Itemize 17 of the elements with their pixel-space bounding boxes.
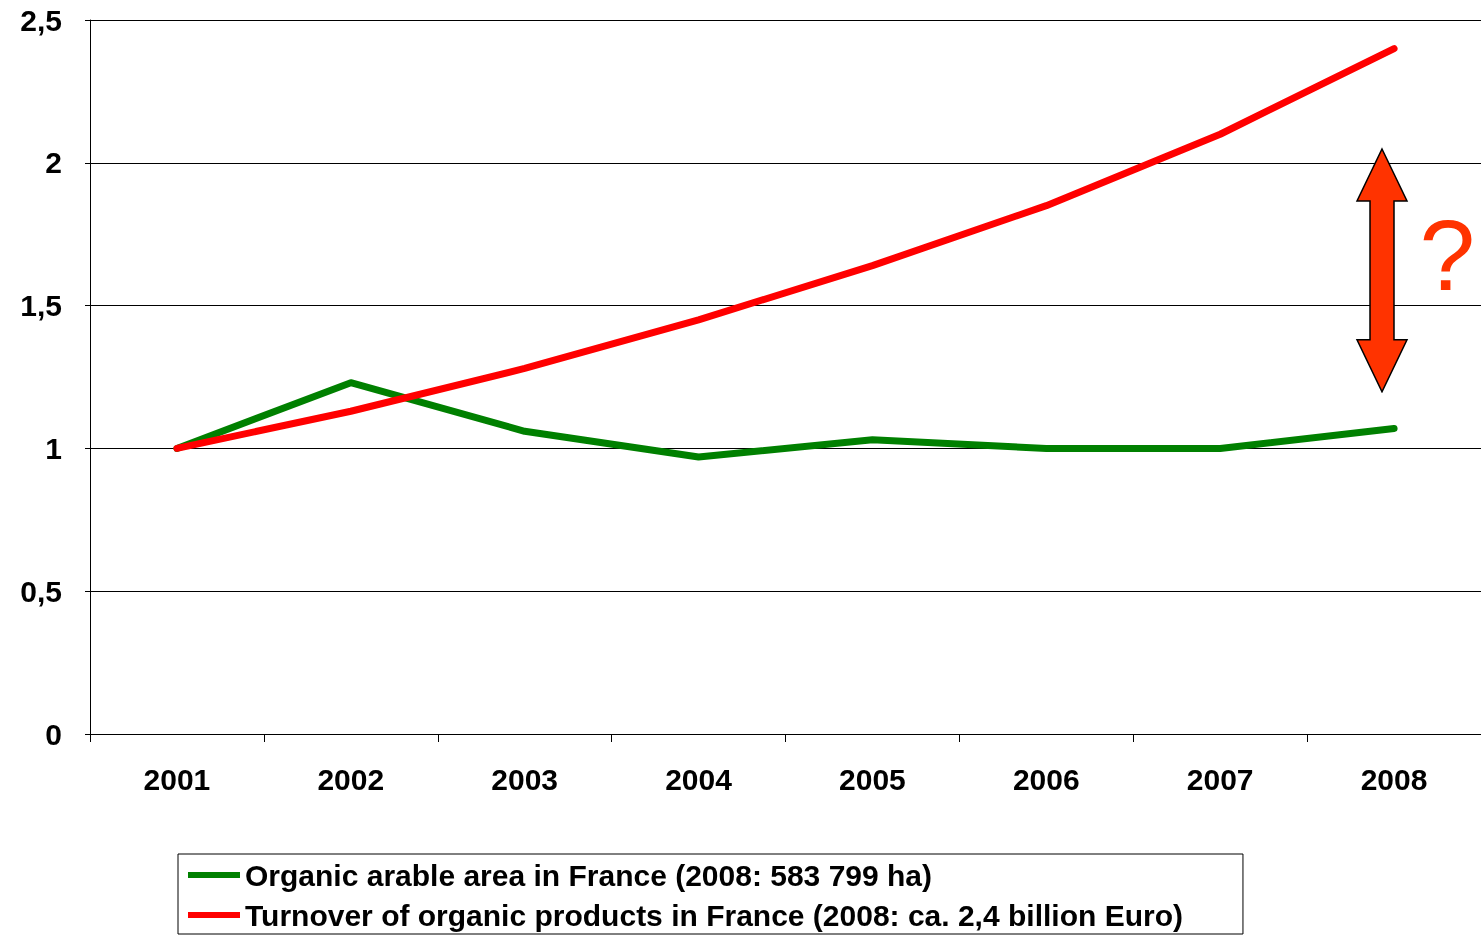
x-tick-label: 2004 [665, 762, 733, 796]
annotation: ? [1419, 199, 1476, 311]
legend-label: Organic arable area in France (2008: 583 799 ha) [245, 858, 933, 892]
y-tick-label: 1,5 [20, 289, 62, 323]
y-tick-label: 1 [45, 431, 62, 465]
y-tick-label: 2 [45, 146, 62, 180]
x-tick-label: 2002 [317, 762, 385, 796]
x-tick-label: 2001 [143, 762, 211, 796]
x-tick-label: 2007 [1186, 762, 1254, 796]
x-tick-label: 2003 [491, 762, 559, 796]
y-tick-label: 0 [45, 717, 62, 751]
x-tick-label: 2008 [1360, 762, 1428, 796]
y-tick-label: 2,5 [20, 3, 62, 37]
legend-label: Turnover of organic products in France (2008: ca. 2,4 billion Euro) [245, 898, 1183, 932]
x-tick-label: 2005 [839, 762, 906, 796]
x-tick-label: 2006 [1012, 762, 1080, 796]
y-tick-label: 0,5 [20, 574, 62, 608]
